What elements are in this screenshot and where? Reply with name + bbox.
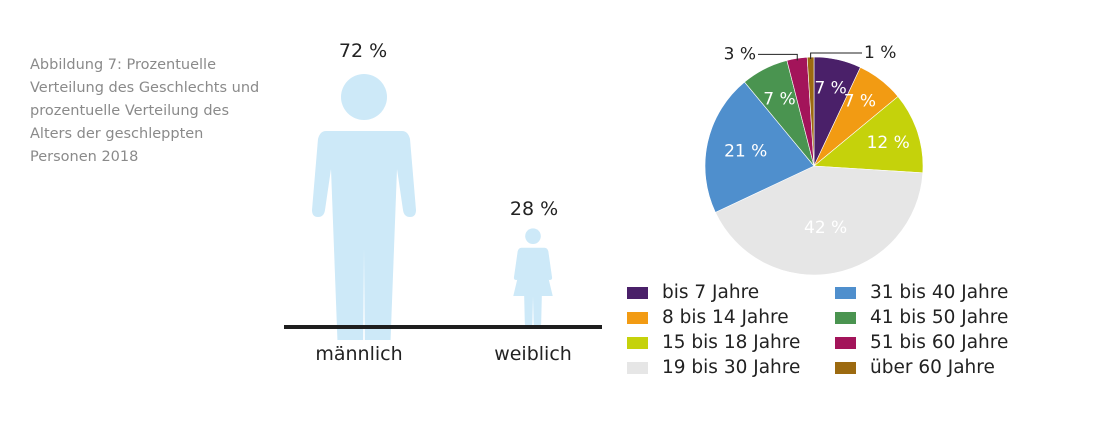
legend-swatch: [835, 311, 856, 324]
female-percentage: 28 %: [509, 198, 559, 220]
pie-value-label-7: 3 %: [724, 44, 756, 64]
pie-value-label-6: 7 %: [763, 89, 795, 109]
legend-label: 15 bis 18 Jahre: [662, 332, 801, 353]
pie-value-label-5: 21 %: [724, 142, 767, 162]
legend-label: 19 bis 30 Jahre: [662, 357, 801, 378]
legend-item: 51 bis 60 Jahre: [835, 332, 1035, 353]
legend-swatch: [627, 286, 648, 299]
legend-label: 41 bis 50 Jahre: [870, 307, 1009, 328]
legend-swatch: [835, 336, 856, 349]
legend-swatch: [627, 361, 648, 374]
legend-label: 31 bis 40 Jahre: [870, 282, 1009, 303]
legend-swatch: [627, 311, 648, 324]
pie-legend: bis 7 Jahre 31 bis 40 Jahre 8 bis 14 Jahre…: [627, 282, 1047, 378]
leader-line-8: [810, 52, 862, 60]
pie-value-label-2: 7 %: [844, 91, 876, 111]
legend-item: bis 7 Jahre: [627, 282, 835, 303]
baseline-rule: [284, 325, 602, 329]
pie-value-label-3: 12 %: [867, 133, 910, 153]
age-pie-chart: 7 %7 %12 %42 %21 %7 %3 % 1 %: [704, 43, 924, 276]
legend-label: bis 7 Jahre: [662, 282, 760, 303]
pie-slice-4: [714, 165, 924, 276]
leader-line-7: [758, 53, 798, 61]
legend-item: 41 bis 50 Jahre: [835, 307, 1035, 328]
legend-item: 8 bis 14 Jahre: [627, 307, 835, 328]
figure-caption: Abbildung 7: Prozentuelle Verteilung des…: [30, 57, 260, 165]
pie-slice-5: [704, 81, 815, 213]
gender-figures: [312, 74, 553, 340]
pie-value-label-4: 42 %: [804, 218, 847, 238]
legend-label: 8 bis 14 Jahre: [662, 307, 789, 328]
male-figure-icon: [312, 74, 416, 340]
female-label: weiblich: [494, 343, 572, 365]
legend-item: 19 bis 30 Jahre: [627, 357, 835, 378]
male-label: männlich: [315, 343, 403, 365]
legend-swatch: [627, 336, 648, 349]
legend-label: 51 bis 60 Jahre: [870, 332, 1009, 353]
female-figure-icon: [513, 228, 553, 326]
pie-value-label-8: 1 %: [864, 43, 896, 63]
legend-label: über 60 Jahre: [870, 357, 995, 378]
legend-item: über 60 Jahre: [835, 357, 1035, 378]
male-percentage: 72 %: [338, 40, 388, 62]
legend-swatch: [835, 286, 856, 299]
legend-item: 15 bis 18 Jahre: [627, 332, 835, 353]
legend-item: 31 bis 40 Jahre: [835, 282, 1035, 303]
pie-slice-3: [813, 96, 924, 174]
pie-value-label-1: 7 %: [814, 79, 846, 99]
legend-swatch: [835, 361, 856, 374]
